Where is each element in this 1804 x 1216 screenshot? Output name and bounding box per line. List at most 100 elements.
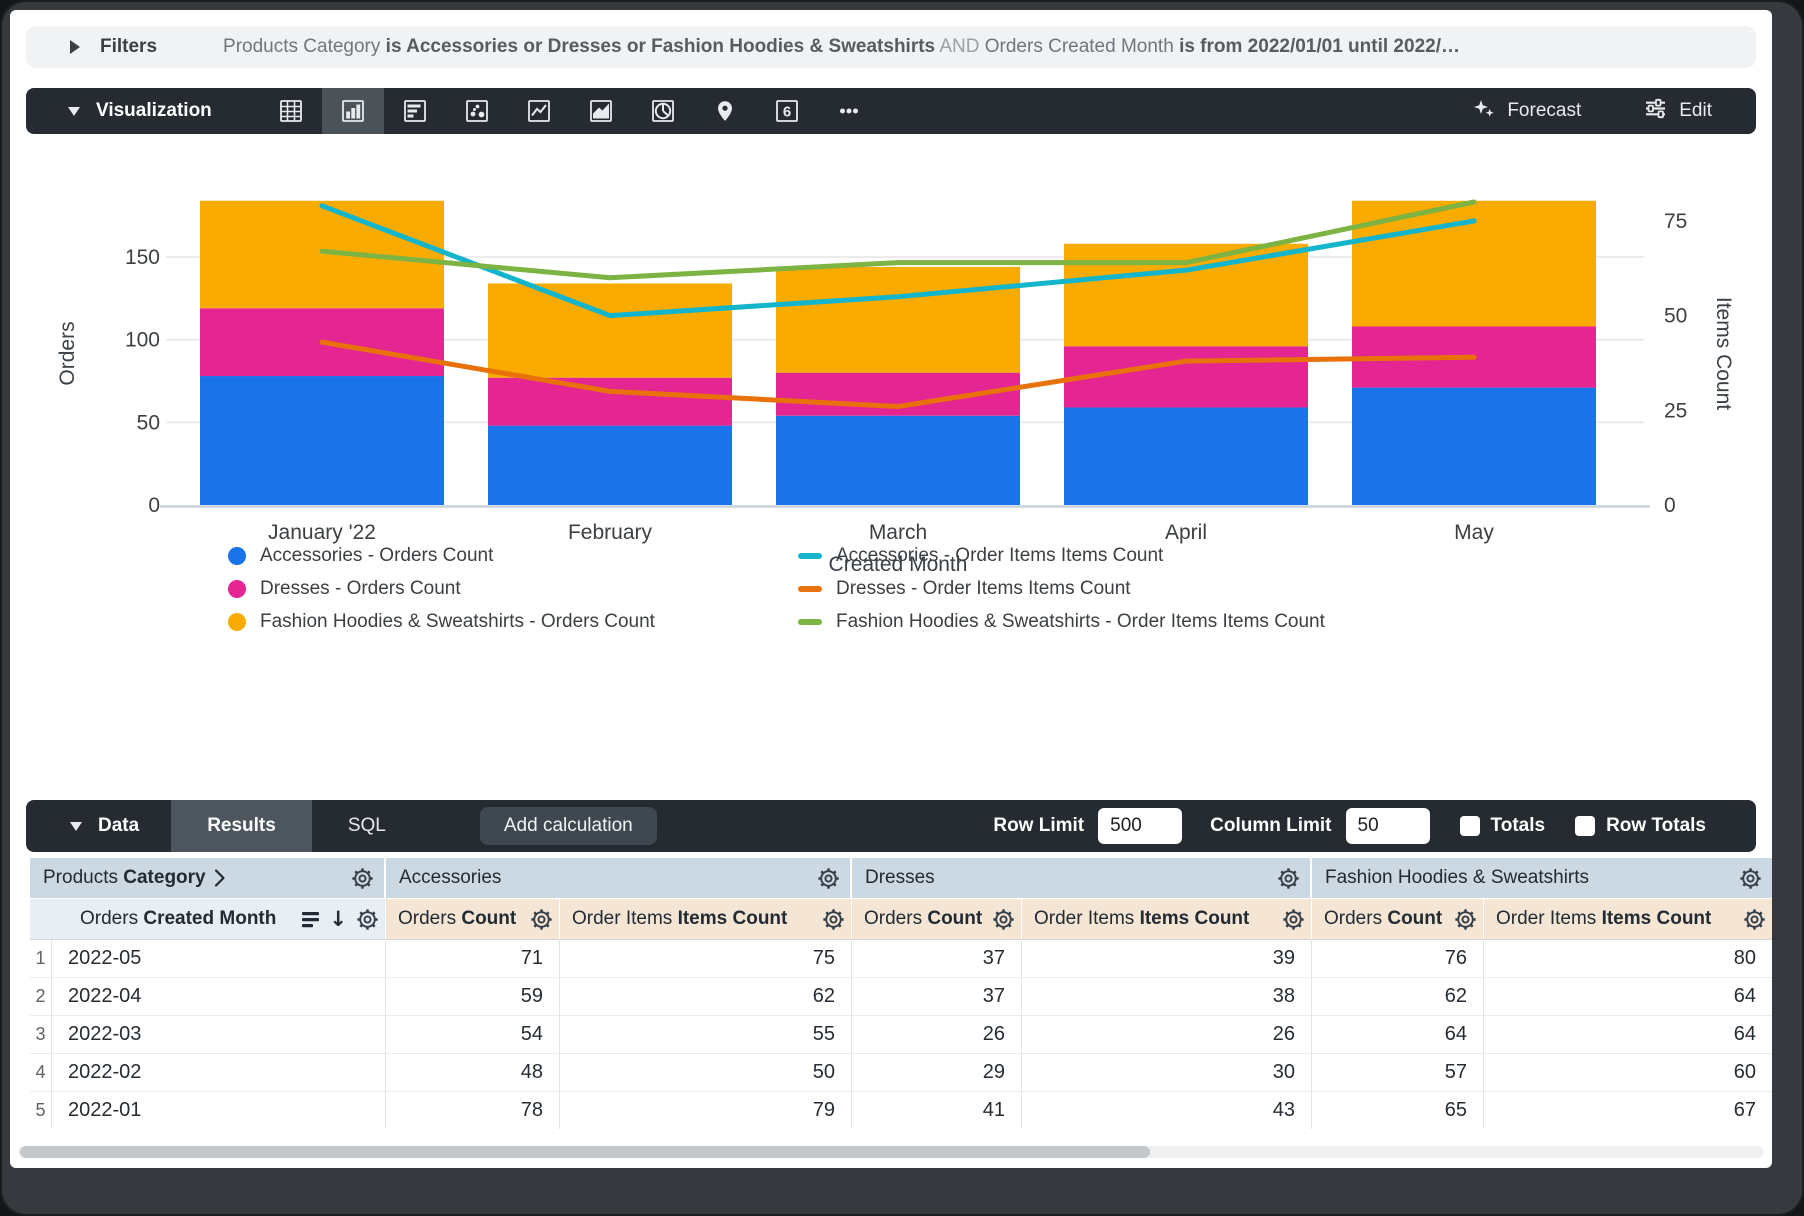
cell-month[interactable]: 2022-05 — [52, 939, 386, 977]
cell-month[interactable]: 2022-04 — [52, 977, 386, 1015]
cell-value[interactable]: 39 — [1022, 939, 1312, 977]
gear-icon[interactable] — [356, 908, 379, 931]
table-chart-icon[interactable] — [260, 88, 322, 134]
svg-text:March: March — [869, 521, 927, 544]
collapse-data-icon[interactable] — [70, 821, 82, 831]
cell-value[interactable]: 75 — [560, 939, 852, 977]
gear-icon[interactable] — [1743, 908, 1766, 931]
cell-value[interactable]: 50 — [560, 1053, 852, 1091]
cell-value[interactable]: 76 — [1312, 939, 1484, 977]
svg-text:Orders: Orders — [56, 321, 79, 385]
legend-item[interactable]: Dresses - Orders Count — [228, 578, 655, 599]
legend-item[interactable]: Fashion Hoodies & Sweatshirts - Order It… — [798, 611, 1325, 632]
gear-icon[interactable] — [1277, 867, 1300, 890]
cell-month[interactable]: 2022-02 — [52, 1053, 386, 1091]
cell-value[interactable]: 55 — [560, 1015, 852, 1053]
totals-checkbox[interactable] — [1459, 816, 1480, 836]
cell-month[interactable]: 2022-03 — [52, 1015, 386, 1053]
map-chart-icon[interactable] — [694, 88, 756, 134]
column-header-orders-created-month[interactable]: Orders Created Month ↓ — [30, 898, 386, 939]
legend-dash-marker — [798, 552, 822, 559]
filters-bar[interactable]: Filters Products Category is Accessories… — [26, 26, 1756, 68]
row-limit-input[interactable] — [1098, 808, 1183, 844]
combo-chart[interactable]: January '22 February March April May 0 50 100 15… — [10, 134, 1772, 579]
gear-icon[interactable] — [1454, 908, 1477, 931]
column-chart-icon[interactable] — [321, 88, 384, 134]
gear-icon[interactable] — [817, 867, 840, 890]
cell-value[interactable]: 26 — [852, 1015, 1022, 1053]
tab-results[interactable]: Results — [171, 800, 312, 852]
cell-value[interactable]: 29 — [852, 1053, 1022, 1091]
forecast-button[interactable]: Forecast — [1471, 96, 1581, 127]
gear-icon[interactable] — [822, 908, 845, 931]
legend-item[interactable]: Dresses - Order Items Items Count — [798, 578, 1325, 599]
edit-button[interactable]: Edit — [1643, 96, 1712, 127]
single-value-icon[interactable]: 6 — [756, 88, 818, 134]
horizontal-scrollbar-thumb[interactable] — [20, 1146, 1150, 1158]
cell-value[interactable]: 48 — [386, 1053, 560, 1091]
line-chart-icon[interactable] — [508, 88, 570, 134]
subtotal-icon[interactable] — [302, 910, 320, 929]
column-header-measure[interactable]: Order Items Items Count — [1484, 898, 1772, 939]
chevron-right-icon[interactable] — [214, 868, 226, 888]
cell-value[interactable]: 41 — [852, 1091, 1022, 1129]
col-group-header[interactable]: Fashion Hoodies & Sweatshirts — [1312, 858, 1772, 898]
cell-value[interactable]: 78 — [386, 1091, 560, 1129]
legend-item[interactable]: Accessories - Orders Count — [228, 545, 655, 566]
cell-value[interactable]: 67 — [1484, 1091, 1772, 1129]
horizontal-scrollbar[interactable] — [18, 1146, 1764, 1158]
cell-value[interactable]: 59 — [386, 977, 560, 1015]
cell-value[interactable]: 57 — [1312, 1053, 1484, 1091]
cell-month[interactable]: 2022-01 — [52, 1091, 386, 1129]
column-limit-input[interactable] — [1345, 808, 1430, 844]
col-group-header[interactable]: Accessories — [386, 858, 852, 898]
cell-value[interactable]: 37 — [852, 939, 1022, 977]
cell-value[interactable]: 62 — [1312, 977, 1484, 1015]
column-header-measure[interactable]: Orders Count — [1312, 898, 1484, 939]
gear-icon[interactable] — [992, 908, 1015, 931]
col-group-header[interactable]: Dresses — [852, 858, 1312, 898]
cell-value[interactable]: 54 — [386, 1015, 560, 1053]
tune-icon — [1643, 96, 1668, 127]
legend-item[interactable]: Accessories - Order Items Items Count — [798, 545, 1325, 566]
column-header-measure[interactable]: Orders Count — [852, 898, 1022, 939]
pie-chart-icon[interactable] — [632, 88, 694, 134]
column-header-measure[interactable]: Order Items Items Count — [560, 898, 852, 939]
cell-value[interactable]: 37 — [852, 977, 1022, 1015]
cell-value[interactable]: 79 — [560, 1091, 852, 1129]
sort-desc-icon[interactable]: ↓ — [329, 907, 347, 931]
svg-text:25: 25 — [1664, 399, 1687, 422]
cell-value[interactable]: 65 — [1312, 1091, 1484, 1129]
totals-control: Totals — [1459, 815, 1545, 837]
svg-text:150: 150 — [125, 246, 160, 269]
cell-value[interactable]: 64 — [1484, 1015, 1772, 1053]
gear-icon[interactable] — [351, 867, 374, 890]
column-header-measure[interactable]: Order Items Items Count — [1022, 898, 1312, 939]
collapse-visualization-icon[interactable] — [68, 106, 80, 116]
scatter-chart-icon[interactable] — [446, 88, 508, 134]
cell-value[interactable]: 26 — [1022, 1015, 1312, 1053]
col-group-header[interactable]: Products Category — [30, 858, 386, 898]
sparkle-icon — [1471, 96, 1496, 127]
legend-item[interactable]: Fashion Hoodies & Sweatshirts - Orders C… — [228, 611, 655, 632]
row-totals-checkbox[interactable] — [1575, 816, 1596, 836]
more-options-icon[interactable] — [818, 88, 880, 134]
cell-value[interactable]: 64 — [1484, 977, 1772, 1015]
gear-icon[interactable] — [1282, 908, 1305, 931]
bar-chart-icon[interactable] — [384, 88, 446, 134]
cell-value[interactable]: 71 — [386, 939, 560, 977]
gear-icon[interactable] — [530, 908, 553, 931]
tab-sql[interactable]: SQL — [347, 815, 386, 836]
add-calculation-button[interactable]: Add calculation — [479, 807, 657, 845]
cell-value[interactable]: 80 — [1484, 939, 1772, 977]
cell-value[interactable]: 60 — [1484, 1053, 1772, 1091]
column-header-measure[interactable]: Orders Count — [386, 898, 560, 939]
cell-value[interactable]: 38 — [1022, 977, 1312, 1015]
cell-value[interactable]: 43 — [1022, 1091, 1312, 1129]
cell-value[interactable]: 62 — [560, 977, 852, 1015]
gear-icon[interactable] — [1739, 867, 1762, 890]
area-chart-icon[interactable] — [570, 88, 632, 134]
expand-filters-icon[interactable] — [70, 40, 80, 54]
cell-value[interactable]: 64 — [1312, 1015, 1484, 1053]
cell-value[interactable]: 30 — [1022, 1053, 1312, 1091]
